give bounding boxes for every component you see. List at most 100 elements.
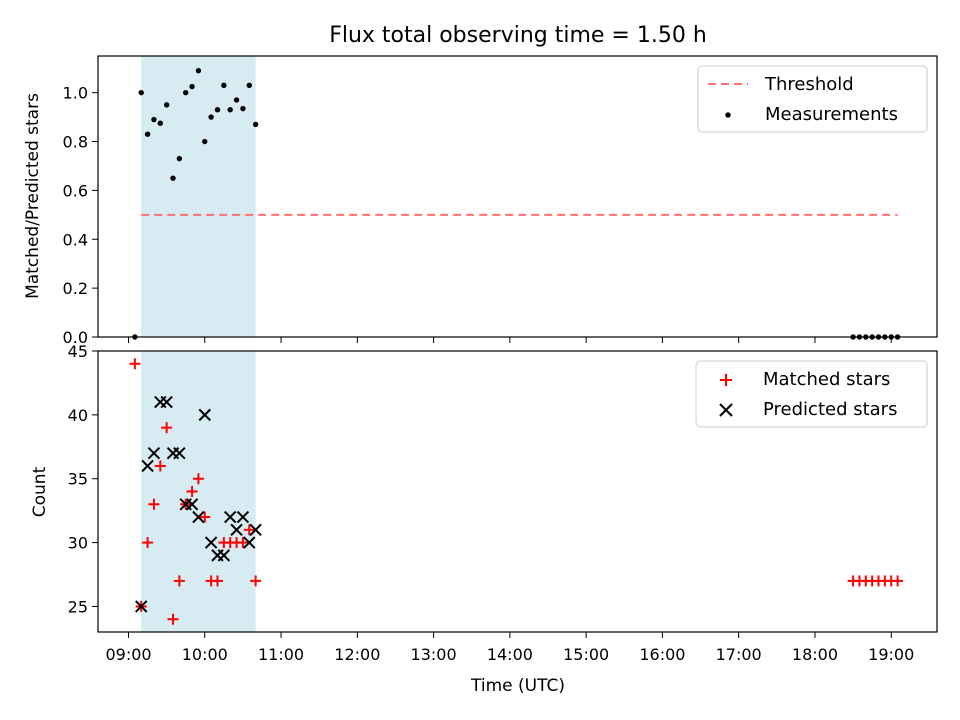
matched-star-point (142, 537, 154, 549)
legend-matched-label: Matched stars (763, 369, 890, 390)
predicted-star-point (192, 510, 205, 524)
top-y-tick-label: 0.8 (63, 133, 88, 152)
legend-predicted-swatch (719, 403, 733, 417)
matched-star-point (237, 537, 249, 549)
matched-star-point (192, 473, 204, 485)
measurement-point (221, 82, 227, 89)
top-legend-box (697, 65, 928, 133)
bottom-y-tick-label: 35 (68, 470, 88, 489)
measurement-point (195, 67, 202, 74)
bottom-y-tick-label: 45 (68, 342, 88, 361)
predicted-star-point (217, 549, 231, 562)
matched-star-point (173, 575, 185, 587)
predicted-star-point (160, 395, 173, 409)
bottom-legend-box (695, 360, 928, 428)
legend-measurements-swatch (725, 112, 731, 118)
predicted-marker-b (160, 395, 173, 409)
measurement-point (183, 89, 189, 96)
predicted-marker-b (223, 510, 237, 524)
top-legend: Threshold Measurements (697, 65, 928, 133)
bottom-axes: Count Time (UTC) 25 30 35 40 45 09:00 10:00 11… (30, 342, 938, 696)
measurement-point (163, 102, 170, 108)
x-tick-label: 16:00 (639, 645, 685, 664)
matched-star-point (250, 575, 262, 587)
top-y-tick-label: 1.0 (63, 84, 88, 103)
measurement-point (176, 155, 183, 162)
top-y-tick-label: 0.4 (63, 230, 88, 249)
x-axis-label: Time (UTC) (470, 676, 565, 696)
predicted-star-point (185, 498, 199, 511)
matched-star-point (211, 575, 223, 587)
predicted-star-point (147, 446, 161, 460)
matched-star-point (161, 422, 173, 434)
x-tick-label: 19:00 (868, 645, 914, 664)
measurement-point (144, 131, 151, 137)
top-y-tick-label: 0.6 (63, 181, 88, 200)
top-axes: Flux total observing time = 1.50 h Match… (23, 23, 938, 347)
measurement-point (157, 120, 163, 126)
bottom-y-axis-label: Count (30, 466, 50, 517)
predicted-marker-b (217, 549, 231, 562)
predicted-marker-b (147, 446, 161, 460)
matched-star-point (243, 524, 255, 536)
x-tick-label: 14:00 (487, 645, 533, 664)
predicted-star-point (230, 523, 243, 537)
predicted-star-point (204, 536, 218, 549)
measurement-point (240, 105, 246, 112)
predicted-star-point (173, 446, 186, 460)
predicted-marker-b (198, 408, 211, 422)
bottom-y-tick-label: 40 (68, 406, 88, 425)
x-tick-label: 12:00 (334, 645, 380, 664)
predicted-star-point (135, 600, 148, 613)
x-tick-label: 17:00 (716, 645, 762, 664)
predicted-star-point (236, 510, 250, 524)
predicted-star-point (223, 510, 237, 524)
measurement-point (252, 121, 259, 128)
x-tick-label: 09:00 (105, 645, 151, 664)
predicted-star-point (249, 523, 262, 537)
top-y-axis-label: Matched/Predicted stars (23, 93, 43, 299)
measurement-point (189, 83, 195, 90)
predicted-marker-b (173, 446, 186, 460)
measurement-point (202, 138, 208, 145)
measurement-point (138, 89, 144, 96)
x-tick-label: 18:00 (792, 645, 838, 664)
top-observing-window-shade (141, 56, 256, 337)
predicted-marker-b (192, 510, 205, 524)
measurement-point (233, 97, 240, 103)
matched-star-point (167, 613, 179, 625)
legend-threshold-label: Threshold (764, 74, 854, 95)
top-y-tick-label: 0.0 (63, 328, 88, 347)
predicted-star-point (198, 408, 211, 422)
measurement-point (208, 114, 214, 120)
legend-measurements-label: Measurements (765, 104, 898, 125)
matched-star-point (199, 511, 211, 523)
predicted-marker-b (243, 536, 256, 549)
x-tick-label: 11:00 (258, 645, 304, 664)
matched-star-point (154, 460, 166, 472)
measurement-point (151, 116, 157, 123)
predicted-star-point (141, 459, 154, 473)
matched-star-point (186, 486, 198, 497)
predicted-marker-b (230, 523, 243, 537)
predicted-marker-b (135, 600, 148, 613)
matched-star-point (892, 575, 904, 587)
measurement-point (246, 82, 252, 89)
predicted-marker-b (249, 523, 262, 537)
x-tick-label: 10:00 (182, 645, 228, 664)
x-tick-label: 15:00 (563, 645, 609, 664)
measurement-point (170, 175, 176, 181)
bottom-observing-window-shade (141, 351, 256, 632)
measurement-point (227, 107, 233, 113)
predicted-marker-b (236, 510, 250, 524)
bottom-y-tick-label: 30 (68, 534, 88, 553)
predicted-star-point (243, 536, 256, 549)
predicted-marker-b (185, 498, 199, 511)
x-tick-label: 13:00 (411, 645, 457, 664)
top-y-tick-label: 0.2 (63, 279, 88, 298)
bottom-y-tick-label: 25 (68, 597, 88, 616)
predicted-marker-b (141, 459, 154, 473)
bottom-legend: Matched stars Predicted stars (695, 360, 928, 428)
bottom-axes-frame (97, 350, 938, 633)
